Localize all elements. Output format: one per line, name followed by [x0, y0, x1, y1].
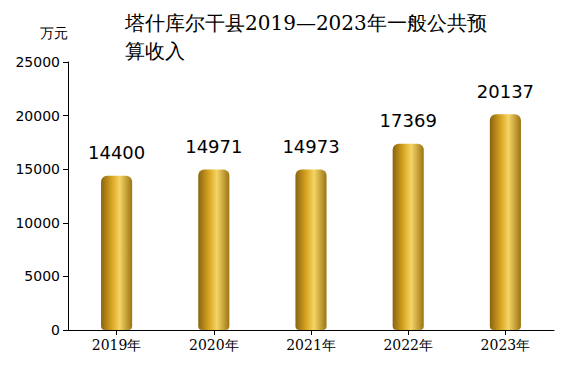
svg-text:14400: 14400: [88, 142, 145, 163]
svg-text:2023年: 2023年: [481, 337, 531, 353]
svg-text:2019年: 2019年: [92, 337, 142, 353]
svg-text:2022年: 2022年: [383, 337, 433, 353]
svg-text:算收入: 算收入: [125, 39, 185, 63]
svg-text:17369: 17369: [380, 110, 437, 131]
svg-text:20137: 20137: [477, 81, 534, 102]
svg-text:14971: 14971: [185, 136, 242, 157]
svg-text:14973: 14973: [282, 136, 339, 157]
svg-text:25000: 25000: [15, 54, 60, 70]
svg-text:2020年: 2020年: [189, 337, 239, 353]
svg-text:5000: 5000: [24, 268, 60, 284]
svg-text:万元: 万元: [40, 25, 68, 41]
svg-text:20000: 20000: [15, 108, 60, 124]
svg-text:15000: 15000: [15, 161, 60, 177]
svg-text:2021年: 2021年: [286, 337, 336, 353]
svg-text:10000: 10000: [15, 215, 60, 231]
svg-text:塔什库尔干县2019—2023年一般公共预: 塔什库尔干县2019—2023年一般公共预: [124, 11, 487, 35]
svg-text:0: 0: [51, 322, 60, 338]
